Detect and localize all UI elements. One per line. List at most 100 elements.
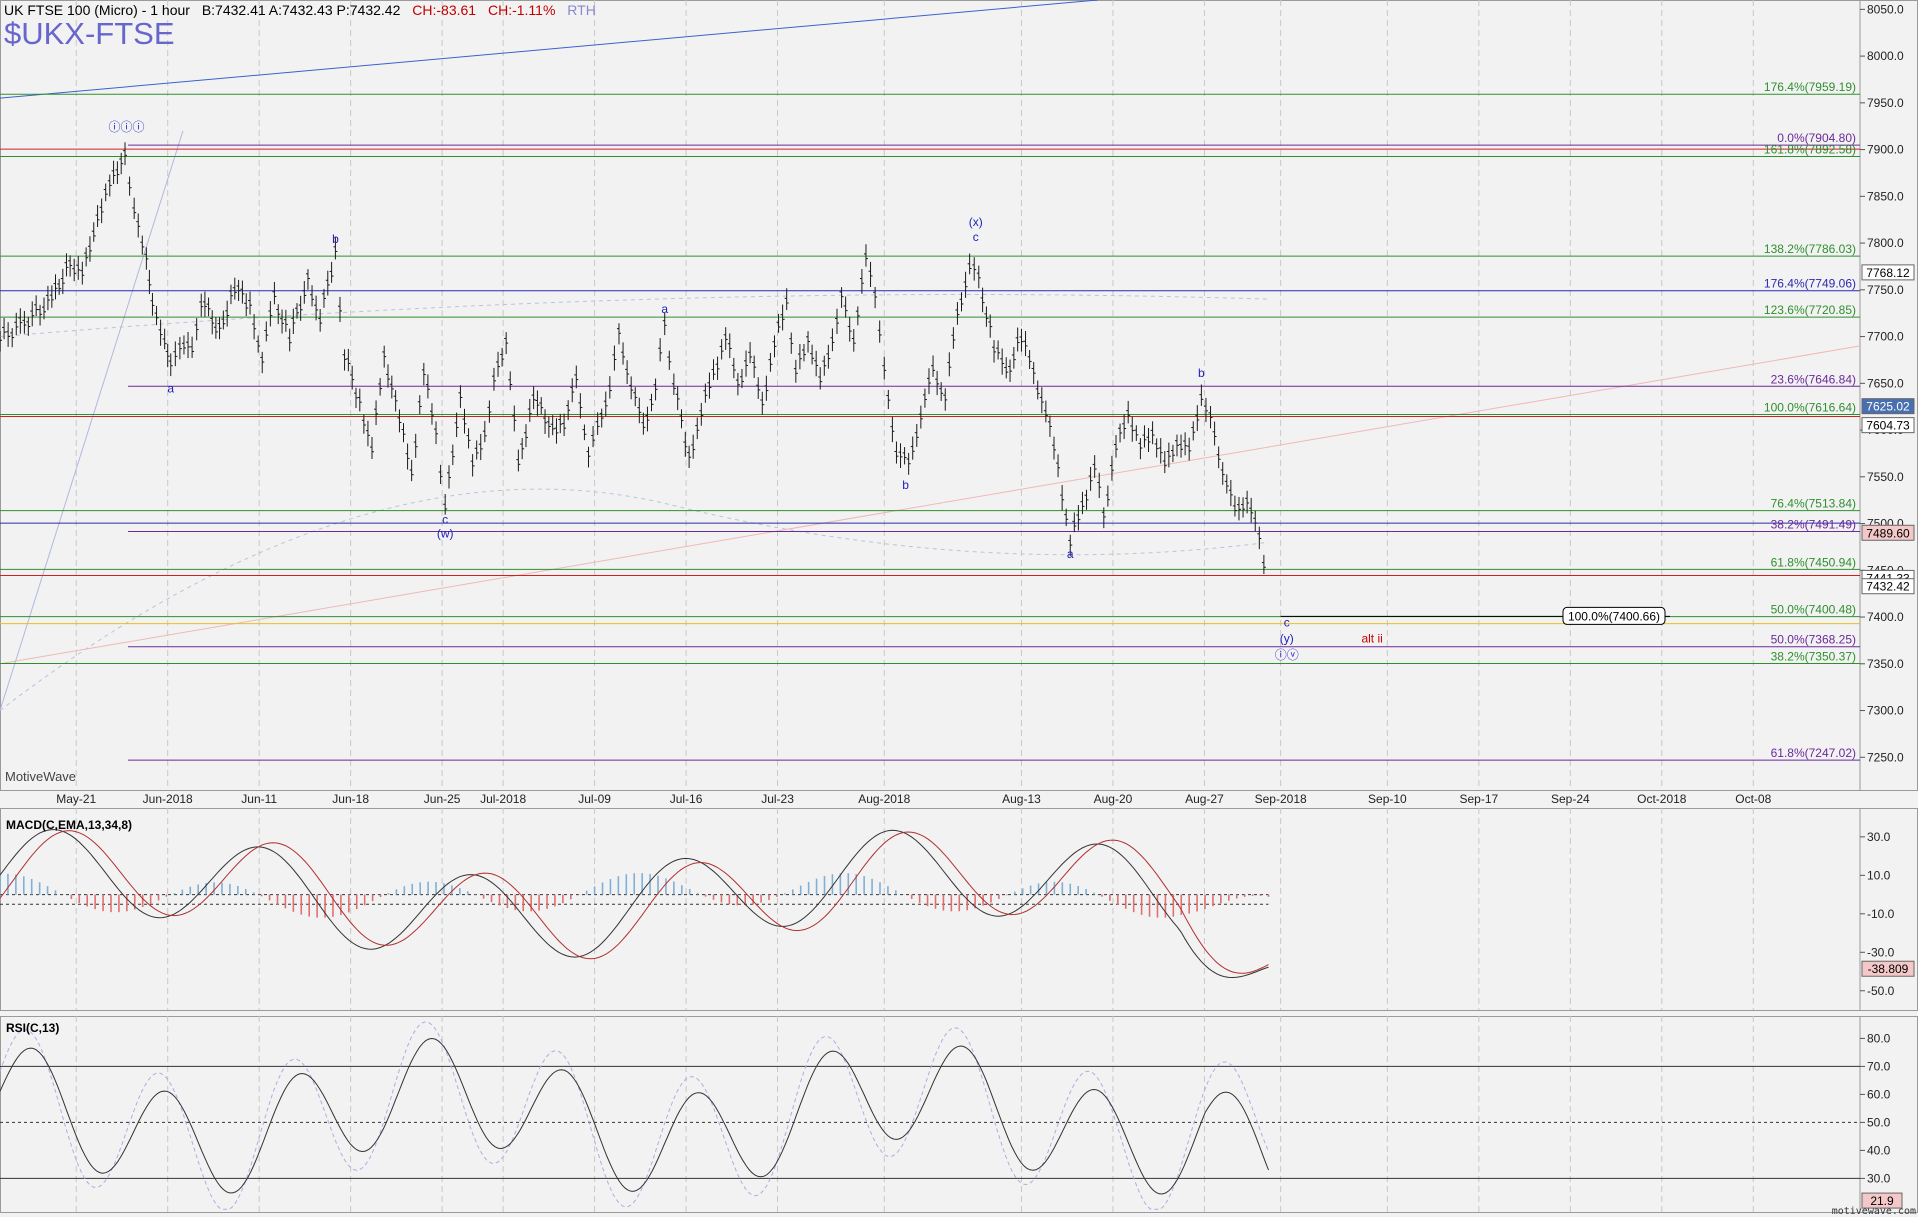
fib-label: 61.8%(7247.02) <box>1771 746 1856 760</box>
x-tick-label: Jul-16 <box>670 792 703 806</box>
fib-label: 0.0%(7904.80) <box>1777 131 1856 145</box>
symbol-watermark: $UKX-FTSE <box>4 16 175 51</box>
y-tick-label: 7250.0 <box>1867 750 1904 764</box>
macd-y-tick-label: -30.0 <box>1867 945 1895 959</box>
x-tick-label: Jun-11 <box>241 792 277 806</box>
y-tick-label: 7300.0 <box>1867 704 1904 718</box>
wave-label: a <box>1067 547 1074 561</box>
y-tick-label: 7900.0 <box>1867 143 1904 157</box>
y-tick-label: 7800.0 <box>1867 236 1904 250</box>
fib-label: 38.2%(7350.37) <box>1771 649 1856 663</box>
x-tick-label: Oct-2018 <box>1637 792 1687 806</box>
price-badge-label: 7625.02 <box>1866 400 1910 414</box>
change-percent: CH:-1.11% <box>487 2 556 18</box>
fib-label: 176.4%(7959.19) <box>1764 80 1856 94</box>
wave-label: (y) <box>1280 631 1294 645</box>
y-tick-label: 8050.0 <box>1867 2 1904 16</box>
rsi-y-tick-label: 50.0 <box>1867 1115 1891 1129</box>
y-tick-label: 7950.0 <box>1867 96 1904 110</box>
x-tick-label: Sep-17 <box>1460 792 1499 806</box>
wave-label: (x) <box>969 215 983 229</box>
fib-label: 50.0%(7368.25) <box>1771 633 1856 647</box>
x-tick-label: May-21 <box>56 792 96 806</box>
fib-label: 38.2%(7491.49) <box>1771 518 1856 532</box>
y-tick-label: 7650.0 <box>1867 376 1904 390</box>
y-tick-label: 7550.0 <box>1867 470 1904 484</box>
x-tick-label: Jun-18 <box>332 792 369 806</box>
fib-label: 61.8%(7450.94) <box>1771 555 1856 569</box>
price-badge <box>1861 264 1915 281</box>
macd-y-tick-label: 10.0 <box>1867 868 1891 882</box>
chart-header: UK FTSE 100 (Micro) - 1 hour B:7432.41 A… <box>4 2 596 18</box>
x-tick-label: Sep-10 <box>1368 792 1407 806</box>
change-points: CH:-83.61 <box>412 2 477 18</box>
wave-label: alt ii <box>1361 631 1382 645</box>
x-tick-label: Aug-13 <box>1002 792 1041 806</box>
instrument-title: UK FTSE 100 (Micro) - 1 hour <box>4 2 190 18</box>
target-box[interactable] <box>1562 606 1666 625</box>
wave-label: c <box>973 230 979 244</box>
x-tick-label: Oct-08 <box>1735 792 1771 806</box>
x-tick-label: Jul-23 <box>761 792 794 806</box>
trendline-pink <box>0 345 1861 665</box>
macd-title: MACD(C,EMA,13,34,8) <box>6 818 133 832</box>
price-badge <box>1861 398 1915 415</box>
bollinger-lower <box>0 488 1269 711</box>
footer-brand: motivewave.com <box>1831 1206 1916 1217</box>
y-tick-label: 7400.0 <box>1867 610 1904 624</box>
wave-label: b <box>332 232 339 246</box>
brand-label: MotiveWave <box>5 769 77 784</box>
rsi-last-label: 21.9 <box>1870 1194 1894 1208</box>
price-value: P:7432.42 <box>336 2 401 18</box>
fib-label: 176.4%(7749.06) <box>1764 277 1856 291</box>
fib-label: 138.2%(7786.03) <box>1764 242 1856 256</box>
x-tick-label: Jul-09 <box>578 792 611 806</box>
x-tick-label: Aug-20 <box>1094 792 1133 806</box>
price-badge <box>1861 524 1915 541</box>
wave-label: a <box>661 302 668 316</box>
y-tick-label: 8000.0 <box>1867 49 1904 63</box>
rsi-y-tick-label: 80.0 <box>1867 1031 1891 1045</box>
price-badge-label: 7604.73 <box>1866 419 1910 433</box>
macd-y-tick-label: -10.0 <box>1867 907 1895 921</box>
wave-label: b <box>1198 366 1205 380</box>
trendline-faint <box>0 130 184 711</box>
rsi-y-tick-label: 60.0 <box>1867 1087 1891 1101</box>
wave-label: ⓘⓘⓘ <box>109 120 145 134</box>
y-tick-label: 7350.0 <box>1867 657 1904 671</box>
wave-label: a <box>167 382 174 396</box>
macd-y-tick-label: -50.0 <box>1867 984 1895 998</box>
trendline-blue <box>0 0 1098 99</box>
x-tick-label: Sep-24 <box>1551 792 1590 806</box>
rsi-panel[interactable]: 80.0 70.0 60.0 50.0 40.0 30.0 21.9 <box>0 1016 1903 1212</box>
macd-signal-line <box>0 830 1269 974</box>
bollinger-upper <box>0 293 1269 338</box>
y-tick-label: 7750.0 <box>1867 283 1904 297</box>
x-tick-label: Jul-2018 <box>480 792 526 806</box>
rsi-y-tick-label: 70.0 <box>1867 1059 1891 1073</box>
macd-panel[interactable]: 30.0 10.0 -10.0 -30.0 -50.0 -38.809 <box>0 808 1915 1010</box>
x-tick-label: Aug-27 <box>1185 792 1224 806</box>
rsi-band <box>0 1021 1269 1210</box>
price-badge-label: 7489.60 <box>1866 526 1910 540</box>
wave-label: c <box>1284 615 1290 629</box>
x-tick-label: Jun-25 <box>424 792 461 806</box>
macd-y-tick-label: 30.0 <box>1867 830 1891 844</box>
rsi-line <box>0 1037 1269 1195</box>
bid-value: B:7432.41 <box>201 2 266 18</box>
target-box-label: 100.0%(7400.66) <box>1568 609 1660 623</box>
ask-value: A:7432.43 <box>268 2 333 18</box>
fib-label: 23.6%(7646.84) <box>1771 372 1856 386</box>
fib-label: 161.8%(7892.58) <box>1764 143 1856 157</box>
fib-label: 100.0%(7616.64) <box>1764 401 1856 415</box>
x-tick-label: Jun-2018 <box>143 792 193 806</box>
wave-label: (w) <box>437 527 454 541</box>
macd-line <box>0 829 1269 979</box>
fib-label: 50.0%(7400.48) <box>1771 603 1856 617</box>
y-tick-label: 7700.0 <box>1867 330 1904 344</box>
rsi-y-tick-label: 30.0 <box>1867 1171 1891 1185</box>
y-tick-label: 7850.0 <box>1867 189 1904 203</box>
rsi-title: RSI(C,13) <box>6 1021 60 1035</box>
